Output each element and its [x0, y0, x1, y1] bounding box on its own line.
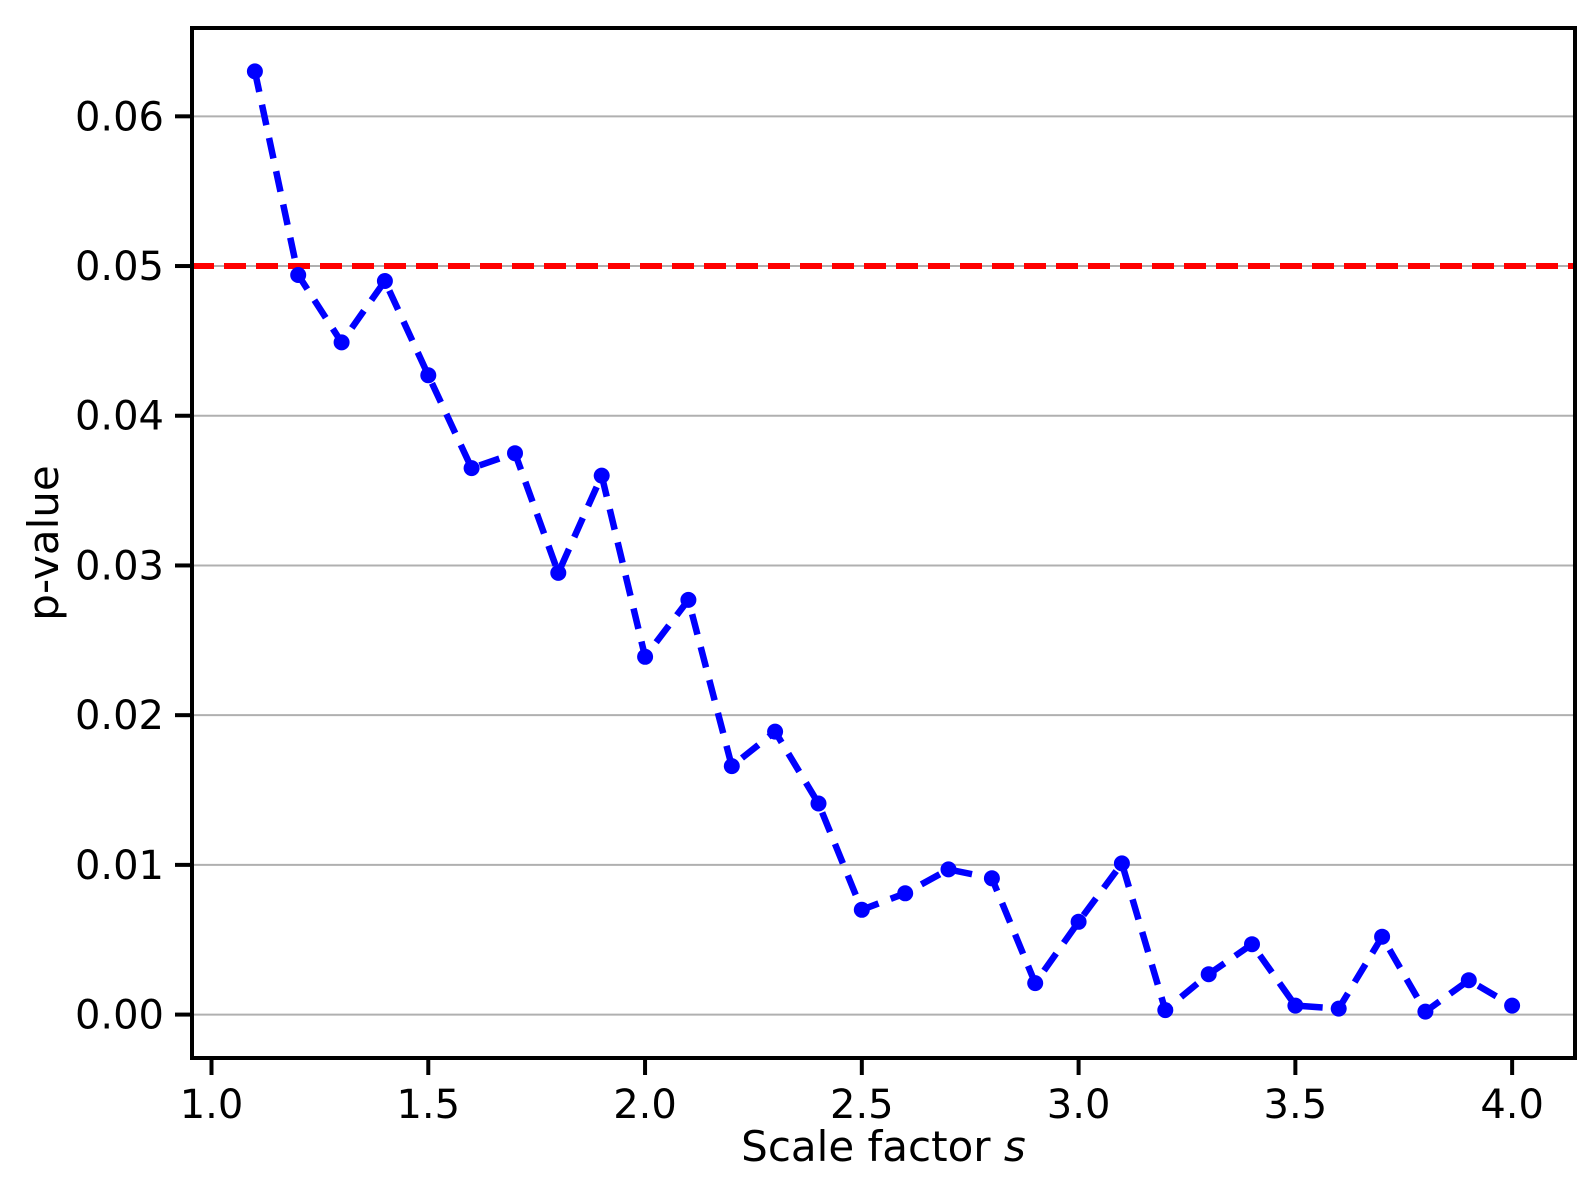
data-point [550, 564, 567, 581]
x-axis-label: Scale factor s [192, 1126, 1575, 1168]
data-point [983, 870, 1000, 887]
y-tick-label: 0.04 [75, 394, 164, 440]
data-point [1287, 997, 1304, 1014]
data-point [463, 460, 480, 477]
data-point [420, 367, 437, 384]
data-point [1504, 997, 1521, 1014]
x-tick-label: 3.0 [1047, 1082, 1111, 1128]
data-point [810, 795, 827, 812]
x-tick-label: 4.0 [1480, 1082, 1544, 1128]
data-point [1417, 1003, 1434, 1020]
x-tick-label: 2.5 [830, 1082, 894, 1128]
data-point [897, 885, 914, 902]
x-tick-label: 1.0 [180, 1082, 244, 1128]
data-point [593, 467, 610, 484]
data-point [1244, 936, 1260, 953]
data-point [1330, 1000, 1347, 1017]
data-point [507, 445, 523, 462]
data-point [940, 861, 957, 878]
y-tick-label: 0.02 [75, 693, 164, 739]
y-tick-label: 0.00 [75, 993, 164, 1039]
data-point [637, 648, 654, 665]
y-tick-label: 0.05 [75, 244, 164, 290]
data-point [853, 901, 870, 918]
data-point [1113, 855, 1130, 872]
x-axis-label-variable: s [1003, 1122, 1026, 1171]
x-tick-label: 1.5 [396, 1082, 460, 1128]
data-point [1027, 975, 1044, 992]
data-point [290, 267, 307, 283]
x-axis-label-text: Scale factor [741, 1122, 1004, 1171]
data-point [333, 334, 350, 351]
plot-border [190, 26, 1577, 1060]
y-axis-label: p-value [19, 465, 68, 621]
data-point [767, 723, 784, 740]
y-tick-label: 0.01 [75, 843, 164, 889]
x-tick-label: 3.5 [1264, 1082, 1328, 1128]
data-point [723, 758, 740, 775]
data-point [1460, 972, 1477, 989]
data-point [1070, 913, 1087, 930]
x-tick-label: 2.0 [613, 1082, 677, 1128]
data-point [1200, 966, 1217, 983]
y-tick-label: 0.03 [75, 543, 164, 589]
data-point [376, 273, 393, 289]
data-point [680, 591, 697, 608]
data-point [1374, 928, 1391, 945]
pvalue-series-line [251, 70, 1514, 1015]
data-point [246, 63, 263, 80]
data-point [1157, 1002, 1174, 1019]
y-tick-label: 0.06 [75, 94, 164, 140]
